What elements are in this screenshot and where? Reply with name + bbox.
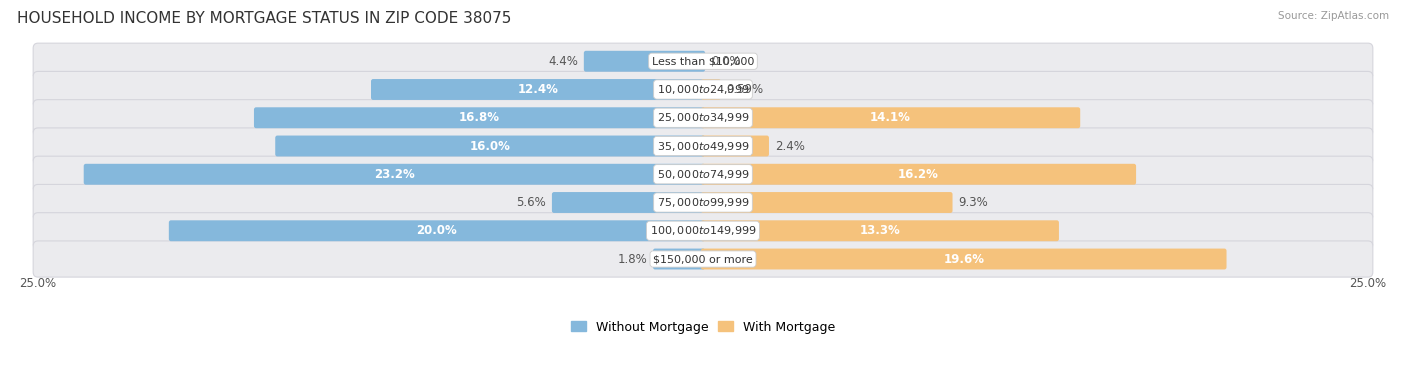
- FancyBboxPatch shape: [700, 192, 952, 213]
- FancyBboxPatch shape: [700, 136, 769, 156]
- Text: 25.0%: 25.0%: [1350, 277, 1386, 290]
- Text: $10,000 to $24,999: $10,000 to $24,999: [657, 83, 749, 96]
- FancyBboxPatch shape: [34, 213, 1372, 249]
- Text: 0.59%: 0.59%: [727, 83, 763, 96]
- Text: 2.4%: 2.4%: [775, 139, 804, 152]
- Text: $35,000 to $49,999: $35,000 to $49,999: [657, 139, 749, 152]
- FancyBboxPatch shape: [371, 79, 706, 100]
- Text: 9.3%: 9.3%: [959, 196, 988, 209]
- Text: 13.3%: 13.3%: [859, 224, 900, 237]
- FancyBboxPatch shape: [169, 220, 706, 241]
- FancyBboxPatch shape: [652, 249, 706, 270]
- FancyBboxPatch shape: [700, 164, 1136, 185]
- FancyBboxPatch shape: [34, 100, 1372, 136]
- FancyBboxPatch shape: [583, 51, 706, 72]
- Text: 23.2%: 23.2%: [374, 168, 415, 181]
- Text: 4.4%: 4.4%: [548, 55, 578, 68]
- Legend: Without Mortgage, With Mortgage: Without Mortgage, With Mortgage: [565, 316, 841, 339]
- FancyBboxPatch shape: [700, 79, 721, 100]
- Text: Source: ZipAtlas.com: Source: ZipAtlas.com: [1278, 11, 1389, 21]
- Text: $100,000 to $149,999: $100,000 to $149,999: [650, 224, 756, 237]
- FancyBboxPatch shape: [34, 71, 1372, 108]
- Text: 16.8%: 16.8%: [458, 111, 501, 124]
- FancyBboxPatch shape: [34, 241, 1372, 277]
- FancyBboxPatch shape: [34, 43, 1372, 79]
- FancyBboxPatch shape: [84, 164, 706, 185]
- Text: Less than $10,000: Less than $10,000: [652, 56, 754, 66]
- Text: 5.6%: 5.6%: [516, 196, 546, 209]
- FancyBboxPatch shape: [34, 128, 1372, 164]
- Text: 12.4%: 12.4%: [517, 83, 558, 96]
- Text: 19.6%: 19.6%: [943, 253, 984, 265]
- FancyBboxPatch shape: [553, 192, 706, 213]
- Text: $75,000 to $99,999: $75,000 to $99,999: [657, 196, 749, 209]
- FancyBboxPatch shape: [700, 220, 1059, 241]
- FancyBboxPatch shape: [254, 107, 706, 128]
- FancyBboxPatch shape: [700, 249, 1226, 270]
- Text: 16.0%: 16.0%: [470, 139, 510, 152]
- FancyBboxPatch shape: [700, 107, 1080, 128]
- FancyBboxPatch shape: [276, 136, 706, 156]
- FancyBboxPatch shape: [34, 156, 1372, 192]
- Text: 20.0%: 20.0%: [416, 224, 457, 237]
- Text: HOUSEHOLD INCOME BY MORTGAGE STATUS IN ZIP CODE 38075: HOUSEHOLD INCOME BY MORTGAGE STATUS IN Z…: [17, 11, 512, 26]
- Text: $25,000 to $34,999: $25,000 to $34,999: [657, 111, 749, 124]
- Text: 14.1%: 14.1%: [870, 111, 911, 124]
- Text: $50,000 to $74,999: $50,000 to $74,999: [657, 168, 749, 181]
- Text: $150,000 or more: $150,000 or more: [654, 254, 752, 264]
- Text: 0.0%: 0.0%: [711, 55, 741, 68]
- Text: 16.2%: 16.2%: [898, 168, 939, 181]
- Text: 1.8%: 1.8%: [617, 253, 647, 265]
- FancyBboxPatch shape: [34, 184, 1372, 221]
- Text: 25.0%: 25.0%: [20, 277, 56, 290]
